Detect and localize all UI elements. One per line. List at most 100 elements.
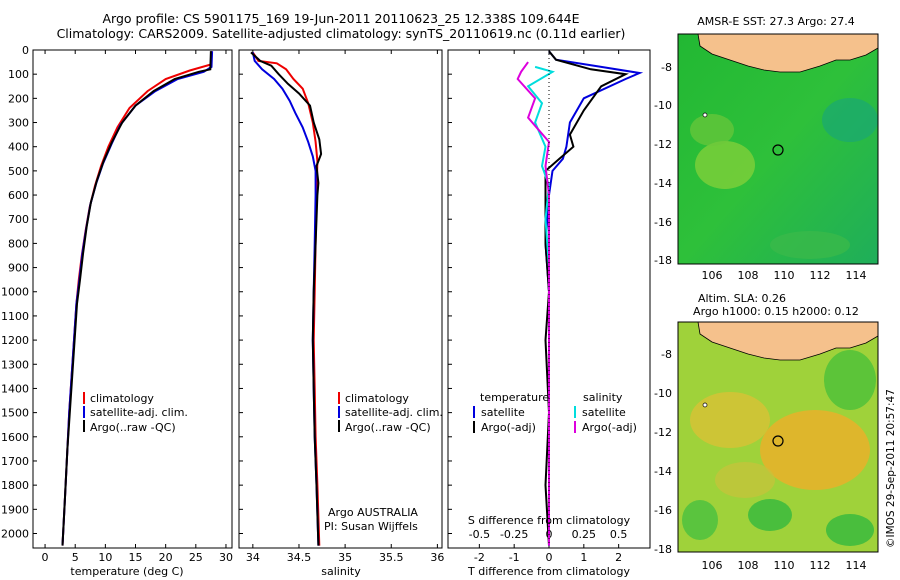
argo-location-marker [772, 435, 784, 447]
ytick-label: -10 [654, 99, 672, 112]
xtick-label: 108 [738, 269, 759, 282]
ytick-label: 1500 [1, 407, 29, 420]
ytick-label: 800 [8, 237, 29, 250]
sst-cool-patch [822, 98, 878, 142]
xtick-label: -1 [509, 551, 520, 564]
series-line-temperature-2 [61, 51, 212, 546]
xtick-label: 2 [615, 551, 622, 564]
sla-low-patch [682, 500, 718, 540]
ytick-label: 900 [8, 262, 29, 275]
legend-label: satellite-adj. clim. [345, 406, 443, 419]
xtick-label: 34 [246, 551, 260, 564]
java-landmass [697, 321, 879, 361]
series-layer [61, 50, 644, 546]
xtick-label: 110 [774, 559, 795, 572]
series-line-salinity-1 [251, 52, 320, 546]
xtick-label: 20 [159, 551, 173, 564]
legend-label: satellite [582, 406, 626, 419]
xtick-label: 110 [774, 269, 795, 282]
xtick-label: 112 [810, 269, 831, 282]
sla-low-patch [824, 350, 876, 410]
temperature-legend: climatology satellite-adj. clim. Argo(..… [83, 392, 188, 434]
ytick-label: 1700 [1, 455, 29, 468]
ytick-label: -10 [654, 387, 672, 400]
ytick-label: -14 [654, 177, 672, 190]
xtick-label: 112 [810, 559, 831, 572]
ytick-label: 1200 [1, 334, 29, 347]
sst-map [677, 33, 879, 265]
legend-header-salinity: salinity [583, 391, 623, 404]
java-landmass [697, 33, 879, 73]
xtick-label: 35 [338, 551, 352, 564]
series-line-difference-3 [516, 61, 551, 546]
sla-low-patch [748, 499, 792, 531]
xtick-label: 15 [129, 551, 143, 564]
temperature-axes [32, 49, 233, 549]
ytick-label: -14 [654, 465, 672, 478]
ytick-label: -18 [654, 543, 672, 556]
temperature-xlabel: temperature (deg C) [70, 565, 183, 578]
series-line-temperature-0 [61, 51, 213, 546]
ytick-label: 200 [8, 92, 29, 105]
legend-label: satellite [481, 406, 525, 419]
sla-map-frame [677, 321, 879, 553]
sst-map-yticks: -8 -10 -12 -14 -16 -18 [654, 61, 672, 267]
sst-map-title: AMSR-E SST: 27.3 Argo: 27.4 [697, 15, 855, 28]
ytick-label: 1000 [1, 286, 29, 299]
difference-top-xlabel: S difference from climatology [468, 514, 631, 527]
credit-text: ©IMOS 29-Sep-2011 20:57:47 [885, 389, 897, 548]
sst-patch [770, 231, 850, 259]
annotation-line-1: Argo AUSTRALIA [328, 506, 418, 519]
xtick-label: 30 [219, 551, 233, 564]
ytick-label: 2000 [1, 527, 29, 540]
difference-legend: temperature salinity satellite Argo(-adj… [473, 391, 637, 434]
ytick-label: -12 [654, 426, 672, 439]
title-line-2: Climatology: CARS2009. Satellite-adjuste… [57, 26, 626, 41]
ytick-label: 1400 [1, 382, 29, 395]
sla-high-patch [760, 410, 870, 490]
salinity-axes [238, 49, 443, 549]
xtick-label: 114 [846, 269, 867, 282]
sla-high-patch [690, 392, 770, 448]
ytick-label: 100 [8, 68, 29, 81]
sst-map-frame [677, 33, 879, 265]
legend-label: climatology [90, 392, 154, 405]
ytick-label: 400 [8, 141, 29, 154]
ytick-label: 1800 [1, 479, 29, 492]
s-tick-label: -0.5 [469, 528, 490, 541]
argo-location-marker [772, 144, 784, 156]
xtick-label: 106 [702, 559, 723, 572]
ytick-label: -16 [654, 216, 672, 229]
sla-map [677, 321, 879, 553]
ytick-label: -18 [654, 254, 672, 267]
series-line-temperature-1 [61, 51, 214, 546]
sla-map-title-1: Altim. SLA: 0.26 [698, 292, 786, 305]
xtick-label: 108 [738, 559, 759, 572]
ytick-label: 300 [8, 117, 29, 130]
legend-label: climatology [345, 392, 409, 405]
sla-low-patch [826, 514, 874, 546]
annotation-line-2: PI: Susan Wijffels [324, 520, 418, 533]
series-line-difference-1 [544, 50, 629, 546]
s-tick-label: 0.5 [610, 528, 628, 541]
s-tick-label: -0.25 [500, 528, 528, 541]
sla-map-yticks: -8 -10 -12 -14 -16 -18 [654, 348, 672, 556]
ytick-label: 500 [8, 165, 29, 178]
difference-xlabel: T difference from climatology [467, 565, 630, 578]
xtick-label: 10 [98, 551, 112, 564]
ytick-label: 0 [22, 44, 29, 57]
salinity-legend: climatology satellite-adj. clim. Argo(..… [338, 392, 443, 434]
s-tick-label: 0.25 [572, 528, 597, 541]
xtick-label: 34.5 [287, 551, 312, 564]
sla-map-xticks: 106 108 110 112 114 [702, 559, 867, 572]
ytick-label: -16 [654, 504, 672, 517]
xtick-label: 5 [72, 551, 79, 564]
legend-label: Argo(-adj) [481, 421, 536, 434]
xtick-label: 36 [430, 551, 444, 564]
title-line-1: Argo profile: CS 5901175_169 19-Jun-2011… [102, 11, 579, 26]
xtick-label: 106 [702, 269, 723, 282]
island-marker [702, 402, 708, 408]
ytick-label: 700 [8, 213, 29, 226]
series-line-salinity-0 [251, 51, 321, 546]
sst-map-xticks: 106 108 110 112 114 [702, 269, 867, 282]
